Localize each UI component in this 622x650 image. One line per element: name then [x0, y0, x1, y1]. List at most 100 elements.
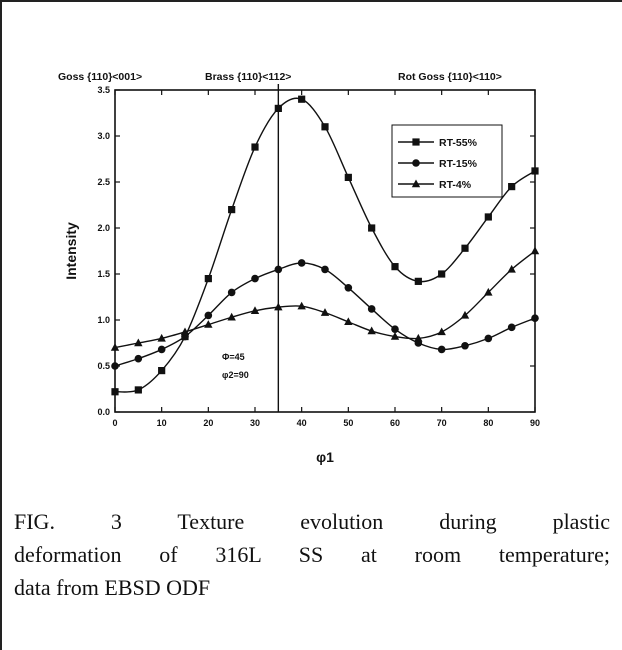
data-point — [461, 341, 469, 350]
data-point — [367, 305, 376, 313]
data-point — [508, 183, 516, 191]
legend-label: RT-4% — [439, 179, 472, 191]
data-point — [274, 302, 283, 311]
annotation-goss: Goss {110}<001> — [58, 71, 142, 83]
x-tick-label: 90 — [530, 418, 540, 428]
y-tick-label: 1.5 — [97, 269, 110, 279]
legend-label: RT-55% — [439, 137, 478, 149]
annotation-rot-goss: Rot Goss {110}<110> — [398, 71, 502, 83]
data-point — [507, 323, 516, 332]
data-point — [344, 173, 352, 181]
data-point — [297, 259, 306, 267]
x-tick-label: 40 — [297, 418, 307, 428]
legend-label: RT-15% — [439, 158, 478, 170]
caption-line-3: data from EBSD ODF — [14, 575, 211, 600]
series-circle — [111, 259, 539, 370]
data-point — [530, 246, 540, 255]
x-tick-label: 10 — [157, 418, 167, 428]
annotation-phi: Φ=45 — [222, 352, 245, 362]
data-point — [158, 367, 166, 375]
data-point — [368, 224, 376, 232]
data-point — [134, 354, 143, 363]
legend: RT-55% RT-15% RT-4% — [391, 124, 503, 198]
data-point — [180, 327, 190, 336]
data-point — [228, 206, 236, 214]
x-axis-label: φ1 — [316, 449, 334, 465]
series-triangle — [110, 246, 540, 351]
data-point — [274, 104, 282, 112]
data-point — [134, 386, 142, 394]
y-tick-label: 3.5 — [97, 85, 110, 95]
series-group — [110, 95, 540, 396]
y-tick-label: 2.5 — [97, 177, 110, 187]
legend-box — [391, 124, 503, 198]
caption-line-2: deformation of 316L SS at room temperatu… — [14, 542, 610, 567]
data-point — [297, 301, 306, 310]
data-point — [227, 312, 236, 321]
axis-ticks: 0 10 20 30 40 50 60 70 80 90 0.0 0.5 1.0 1.5 2.0 2.5 3.0… — [97, 84, 540, 428]
data-point — [204, 311, 213, 320]
data-point — [110, 343, 120, 351]
data-point — [321, 265, 329, 274]
data-point — [437, 327, 446, 336]
data-point — [438, 270, 446, 278]
data-point — [204, 275, 212, 283]
data-point — [321, 123, 329, 131]
data-point — [507, 264, 516, 273]
data-point — [414, 333, 423, 342]
x-tick-label: 60 — [390, 418, 400, 428]
data-point — [484, 213, 492, 221]
x-tick-label: 70 — [437, 418, 447, 428]
data-point — [134, 338, 143, 347]
data-point — [531, 314, 539, 322]
data-point — [157, 333, 166, 342]
data-point — [251, 143, 259, 151]
figure-caption: FIG. 3 Texture evolution during plastic … — [14, 505, 610, 604]
data-point — [484, 334, 493, 343]
legend-marker — [412, 159, 420, 167]
x-tick-label: 20 — [203, 418, 213, 428]
data-point — [157, 345, 166, 354]
legend-item: RT-15% — [398, 158, 478, 170]
data-point — [460, 310, 470, 319]
caption-line-1: FIG. 3 Texture evolution during plastic — [14, 509, 610, 534]
x-tick-label: 80 — [483, 418, 493, 428]
data-point — [111, 362, 119, 370]
data-point — [344, 284, 353, 292]
data-point — [227, 288, 236, 297]
legend-item: RT-4% — [398, 179, 472, 191]
data-point — [531, 167, 539, 175]
chart: Goss {110}<001> Brass {110}<112> Rot Gos… — [58, 71, 540, 465]
x-tick-label: 0 — [112, 418, 117, 428]
legend-marker — [411, 179, 421, 188]
y-tick-label: 1.0 — [97, 315, 110, 325]
data-point — [391, 263, 399, 271]
data-point — [251, 274, 259, 283]
data-point — [344, 317, 353, 326]
data-point — [390, 332, 400, 340]
data-point — [274, 265, 283, 274]
annotation-brass: Brass {110}<112> — [205, 71, 291, 83]
data-point — [414, 277, 422, 285]
y-axis-label: Intensity — [63, 222, 79, 280]
y-tick-label: 3.0 — [97, 131, 110, 141]
y-tick-label: 0.5 — [97, 361, 110, 371]
data-point — [320, 308, 330, 316]
y-tick-label: 2.0 — [97, 223, 110, 233]
x-tick-label: 50 — [343, 418, 353, 428]
data-point — [437, 345, 446, 354]
data-point — [250, 306, 260, 314]
legend-marker — [412, 138, 420, 146]
data-point — [298, 95, 306, 103]
legend-item: RT-55% — [398, 137, 478, 149]
data-point — [391, 325, 399, 334]
data-point — [111, 388, 119, 396]
annotation-phi2: φ2=90 — [222, 370, 249, 380]
data-point — [461, 244, 469, 252]
data-point — [204, 320, 213, 328]
data-point — [484, 287, 493, 296]
y-tick-label: 0.0 — [97, 407, 110, 417]
data-point — [367, 326, 376, 335]
x-tick-label: 30 — [250, 418, 260, 428]
